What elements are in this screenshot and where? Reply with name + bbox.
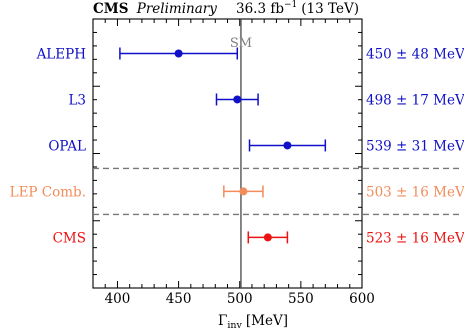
plot-frame — [92, 18, 363, 289]
lumi-value: 36.3 fb — [236, 1, 284, 17]
x-axis-ticks: 400 450 500 550 600 — [92, 18, 375, 307]
data-point — [174, 49, 183, 58]
data-points: ALEPH 450 ± 48 MeV L3 498 ± 17 MeV OPAL 539 ±… — [10, 46, 464, 246]
measurement-row: LEP Comb. 503 ± 16 MeV — [10, 184, 464, 200]
measurement-value: 498 ± 17 MeV — [366, 92, 464, 108]
data-point — [239, 187, 248, 196]
separators — [93, 167, 462, 216]
experiment-name: ALEPH — [36, 46, 87, 62]
energy-label: (13 TeV) — [301, 1, 359, 17]
x-tick-label: 500 — [227, 291, 253, 307]
lumi-exponent: −1 — [284, 0, 297, 10]
measurement-row: CMS 523 ± 16 MeV — [53, 230, 464, 246]
measurement-row: ALEPH 450 ± 48 MeV — [36, 46, 464, 62]
x-tick-label: 550 — [288, 291, 314, 307]
x-tick-label: 400 — [105, 291, 131, 307]
data-point — [233, 95, 242, 104]
measurement-value: 523 ± 16 MeV — [366, 230, 464, 246]
x-axis-symbol: Γ — [218, 313, 227, 329]
sm-reference: SM — [230, 19, 252, 288]
measurement-value: 450 ± 48 MeV — [366, 46, 464, 62]
measurement-row: OPAL 539 ± 31 MeV — [48, 138, 464, 154]
data-point — [263, 233, 272, 242]
x-tick-label: 450 — [166, 291, 192, 307]
experiment-name: OPAL — [48, 138, 86, 154]
plot-border — [92, 18, 363, 289]
lumi-label: 36.3 fb−1 (13 TeV) — [236, 0, 359, 17]
header-title: CMS Preliminary — [93, 1, 217, 17]
experiment-label: CMS — [93, 1, 128, 17]
x-axis-unit: [MeV] — [246, 313, 288, 329]
experiment-name: L3 — [68, 92, 86, 108]
experiment-name: LEP Comb. — [10, 184, 86, 200]
data-point — [283, 141, 292, 150]
measurement-row: L3 498 ± 17 MeV — [68, 92, 464, 108]
x-tick-label: 600 — [349, 291, 375, 307]
measurement-value: 503 ± 16 MeV — [366, 184, 464, 200]
x-axis-label: Γinv [MeV] — [218, 313, 288, 331]
status-label: Preliminary — [136, 1, 217, 17]
sm-label: SM — [230, 36, 252, 51]
experiment-name: CMS — [53, 230, 86, 246]
measurement-value: 539 ± 31 MeV — [366, 138, 464, 154]
x-axis-subscript: inv — [227, 320, 242, 331]
